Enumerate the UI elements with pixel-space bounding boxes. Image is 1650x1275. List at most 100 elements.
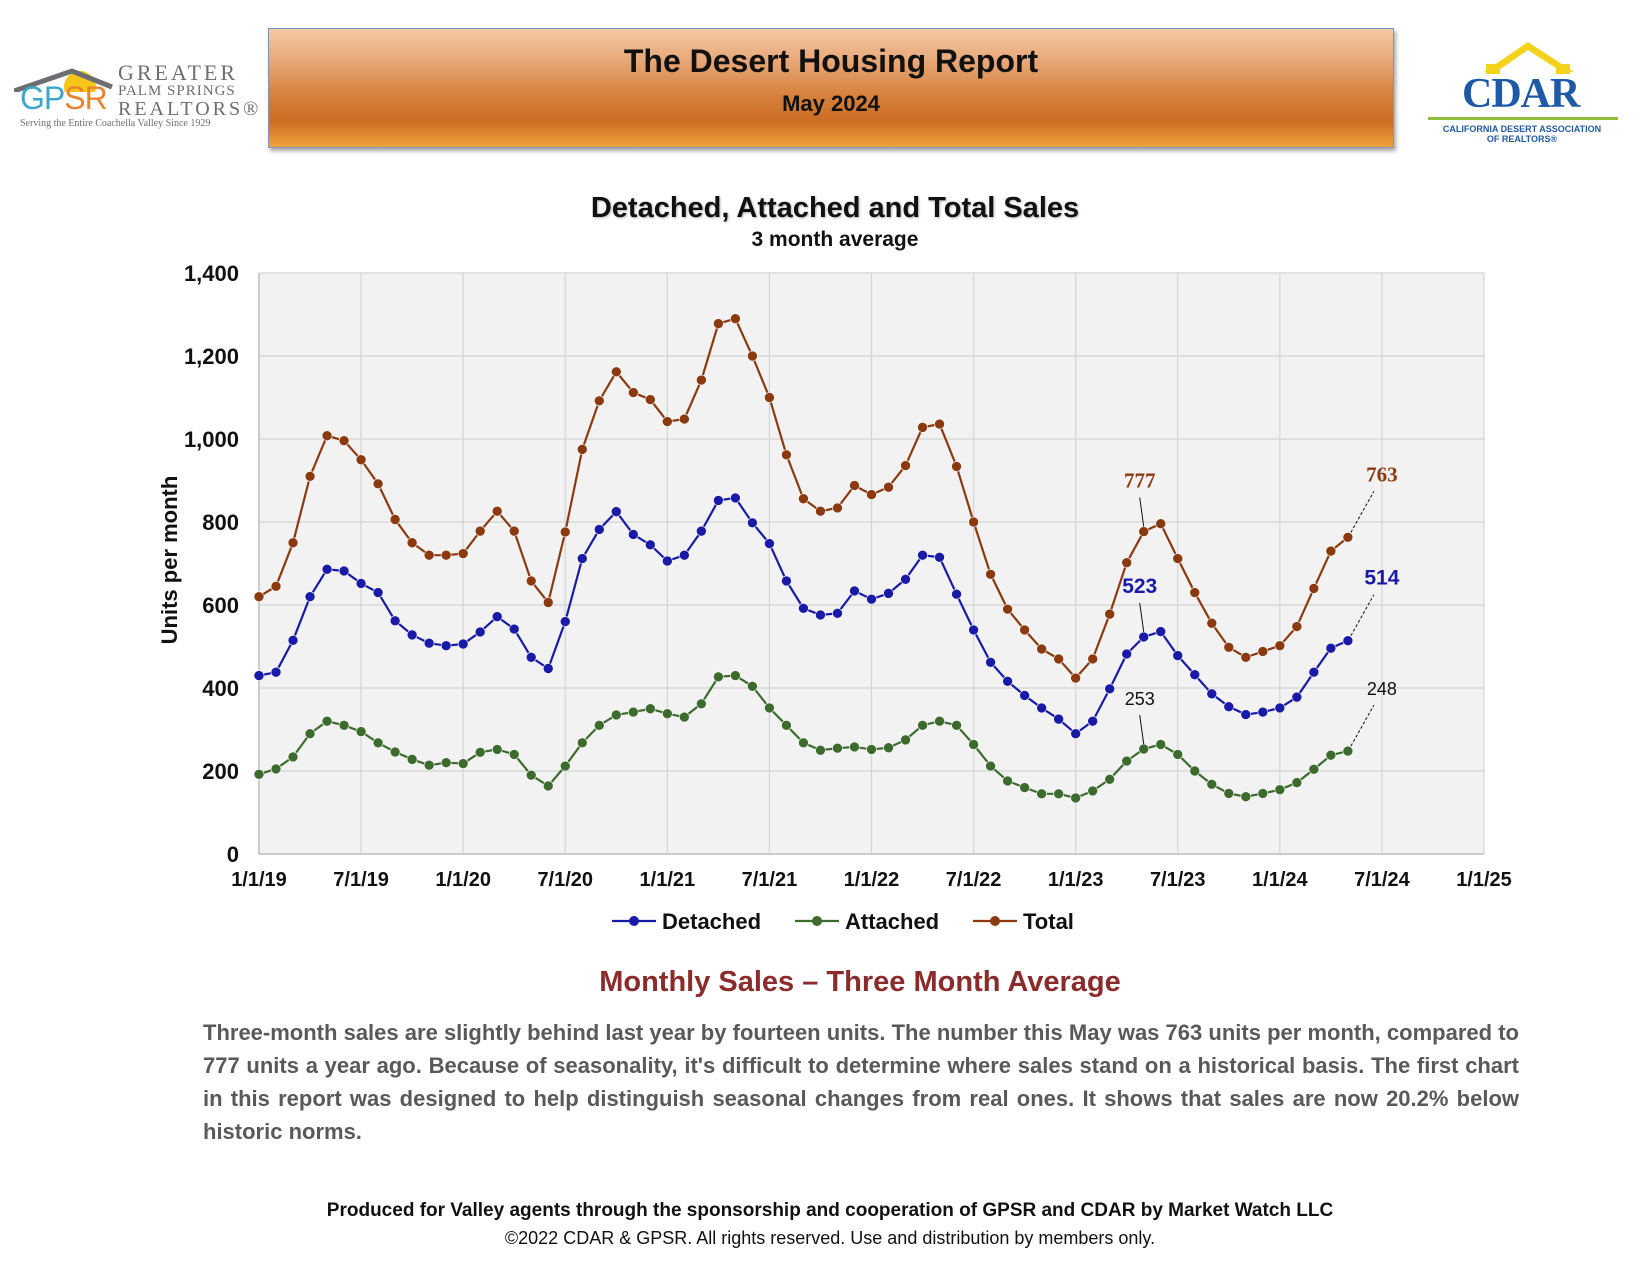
data-point-detached xyxy=(406,629,418,641)
data-point-total xyxy=(457,548,469,559)
data-point-total xyxy=(508,525,520,537)
data-point-detached xyxy=(1019,690,1030,701)
annotation-label-detached: 523 xyxy=(1122,575,1157,598)
data-point-attached xyxy=(866,744,877,755)
data-point-attached xyxy=(628,706,639,718)
data-point-attached xyxy=(423,759,435,771)
data-point-attached xyxy=(304,728,316,739)
y-tick-label: 0 xyxy=(227,842,239,867)
data-point-detached xyxy=(628,529,639,540)
data-point-total xyxy=(747,350,758,362)
data-point-total xyxy=(304,471,316,482)
data-point-total xyxy=(1087,653,1098,665)
data-point-attached xyxy=(1206,778,1218,790)
x-tick-label: 7/1/19 xyxy=(333,869,389,891)
data-point-detached xyxy=(1206,688,1218,700)
data-point-attached xyxy=(713,671,724,683)
data-point-detached xyxy=(1257,706,1269,718)
legend-label-detached: Detached xyxy=(662,909,761,934)
data-point-detached xyxy=(1274,702,1286,714)
data-point-detached xyxy=(253,670,265,681)
data-point-attached xyxy=(1121,755,1133,767)
data-point-attached xyxy=(849,741,860,753)
data-point-total xyxy=(696,374,707,386)
data-point-total xyxy=(1070,672,1081,684)
data-point-total xyxy=(1019,624,1030,636)
gpsr-tagline: Serving the Entire Coachella Valley Sinc… xyxy=(20,118,211,129)
data-point-attached xyxy=(372,737,384,749)
chart-title: Detached, Attached and Total Sales xyxy=(590,192,1080,224)
data-point-total xyxy=(423,549,435,561)
data-point-detached xyxy=(900,573,911,585)
data-point-attached xyxy=(1223,788,1235,799)
x-tick-label: 1/1/23 xyxy=(1048,869,1104,891)
data-point-detached xyxy=(321,564,333,575)
data-point-detached xyxy=(917,549,928,561)
data-point-detached xyxy=(440,640,452,651)
data-point-attached xyxy=(1189,765,1201,777)
data-point-detached xyxy=(1308,666,1320,678)
data-point-attached xyxy=(253,769,265,780)
data-point-total xyxy=(713,318,724,329)
data-point-total xyxy=(1223,642,1235,653)
data-point-detached xyxy=(1342,635,1354,646)
data-point-total xyxy=(934,418,945,430)
data-point-detached xyxy=(1189,669,1201,681)
data-point-attached xyxy=(593,720,605,731)
data-point-total xyxy=(338,435,350,446)
data-point-detached xyxy=(508,623,520,635)
data-point-total xyxy=(1325,545,1337,557)
data-point-total xyxy=(372,478,384,490)
y-tick-label: 1,400 xyxy=(184,261,239,286)
data-point-attached xyxy=(542,780,554,792)
data-point-total xyxy=(815,505,826,517)
x-tick-label: 1/1/22 xyxy=(844,869,900,891)
y-tick-label: 1,200 xyxy=(184,344,239,369)
annotation-label-attached: 253 xyxy=(1125,689,1155,709)
cdar-subtitle-line2: OF REALTORS® xyxy=(1486,134,1558,144)
annotation-label-detached: 514 xyxy=(1364,567,1399,590)
y-tick-label: 600 xyxy=(202,593,239,618)
data-point-total xyxy=(355,454,367,466)
gpsr-logo: GPSR GREATER PALM SPRINGS REALTORS® Serv… xyxy=(14,50,258,130)
data-point-detached xyxy=(968,624,979,636)
data-point-detached xyxy=(542,663,554,674)
data-point-total xyxy=(1002,603,1013,615)
data-point-total xyxy=(1138,526,1150,537)
data-point-detached xyxy=(525,651,537,663)
data-point-attached xyxy=(1172,749,1184,760)
data-point-detached xyxy=(1121,648,1133,660)
data-point-attached xyxy=(1002,775,1013,787)
x-tick-label: 1/1/21 xyxy=(640,869,696,891)
data-point-total xyxy=(474,525,486,537)
x-tick-label: 1/1/25 xyxy=(1456,869,1512,891)
data-point-total xyxy=(576,444,588,455)
data-point-total xyxy=(764,392,775,403)
x-tick-label: 1/1/19 xyxy=(231,869,287,891)
gpsr-word-2: PALM SPRINGS xyxy=(118,83,236,99)
data-point-attached xyxy=(1291,777,1303,788)
data-point-detached xyxy=(559,616,571,627)
data-point-detached xyxy=(1325,642,1337,654)
data-point-detached xyxy=(593,524,605,535)
data-point-detached xyxy=(338,565,350,577)
data-point-total xyxy=(389,514,401,525)
data-point-total xyxy=(1206,617,1218,629)
data-point-total xyxy=(662,416,673,427)
data-point-detached xyxy=(747,517,758,529)
data-point-total xyxy=(1189,587,1201,598)
data-point-detached xyxy=(730,492,741,504)
data-point-attached xyxy=(730,670,741,681)
data-point-detached xyxy=(1172,650,1184,661)
data-point-attached xyxy=(287,751,299,763)
data-point-attached xyxy=(645,703,656,715)
data-point-total xyxy=(730,313,741,324)
legend-label-total: Total xyxy=(1023,909,1074,934)
data-point-attached xyxy=(610,709,622,721)
data-point-detached xyxy=(1087,715,1098,727)
data-point-total xyxy=(679,413,690,425)
gpsr-words: GREATER PALM SPRINGS REALTORS® xyxy=(118,62,261,120)
cdar-logo: CDAR CALIFORNIA DESERT ASSOCIATION OF RE… xyxy=(1424,40,1624,145)
data-point-detached xyxy=(1155,626,1167,637)
data-point-attached xyxy=(764,702,775,714)
